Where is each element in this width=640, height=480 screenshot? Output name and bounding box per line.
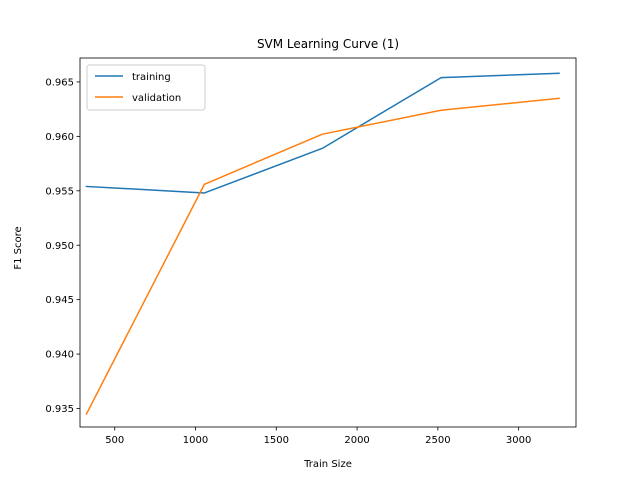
y-axis-ticks: 0.935 0.940 0.945 0.950 0.955 0.960 0.965: [45, 78, 80, 415]
y-tick-label: 0.950: [45, 241, 74, 252]
y-tick-label: 0.960: [45, 132, 74, 143]
x-tick-label: 500: [105, 435, 124, 446]
chart-title: SVM Learning Curve (1): [257, 37, 399, 51]
y-axis-label: F1 Score: [13, 226, 24, 269]
series-line-validation: [85, 97, 560, 415]
x-tick-label: 2500: [425, 435, 450, 446]
x-tick-label: 3000: [506, 435, 531, 446]
legend-label-validation: validation: [132, 93, 181, 104]
series-line-training: [85, 72, 560, 194]
y-tick-label: 0.935: [45, 404, 74, 415]
x-tick-label: 2000: [344, 435, 369, 446]
plot-area: [79, 57, 577, 428]
x-axis-label: Train Size: [303, 459, 352, 470]
plot-frame: [79, 57, 577, 428]
x-axis-ticks: 500 1000 1500 2000 2500 3000: [105, 427, 531, 446]
y-tick-label: 0.955: [45, 186, 74, 197]
legend-label-training: training: [132, 72, 171, 83]
x-tick-label: 1500: [264, 435, 289, 446]
y-tick-label: 0.965: [45, 78, 74, 89]
y-tick-label: 0.945: [45, 295, 74, 306]
x-tick-label: 1000: [183, 435, 208, 446]
y-tick-label: 0.940: [45, 350, 74, 361]
legend: training validation: [86, 64, 206, 111]
